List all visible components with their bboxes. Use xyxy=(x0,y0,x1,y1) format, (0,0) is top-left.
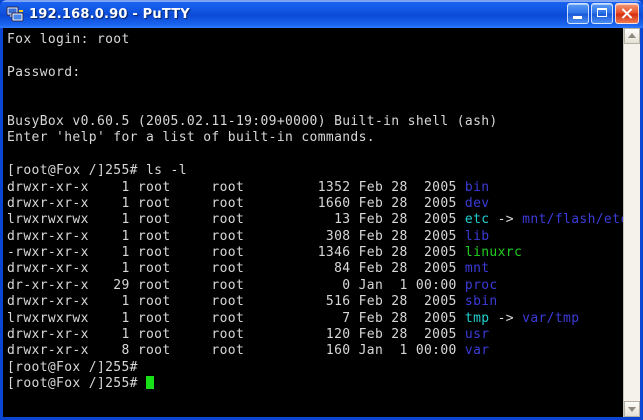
terminal-line-prompt2: [root@Fox /]255# xyxy=(7,376,623,392)
terminal-text: tmp xyxy=(464,310,490,326)
terminal-text: linuxrc xyxy=(464,245,523,261)
scrollbar-track[interactable] xyxy=(624,44,640,401)
terminal-line-row-mnt: drwxr-xr-x 1 root root 84 Feb 28 2005 mn… xyxy=(7,261,623,277)
terminal-text: drwxr-xr-x 1 root root 516 Feb 28 2005 xyxy=(7,294,465,310)
terminal-text: var/tmp xyxy=(522,310,580,326)
window-controls xyxy=(567,3,639,24)
close-button[interactable] xyxy=(615,3,639,24)
terminal-text: drwxr-xr-x 1 root root 1352 Feb 28 2005 xyxy=(7,179,465,195)
terminal-text: usr xyxy=(464,327,490,343)
maximize-button[interactable] xyxy=(591,3,613,24)
terminal-text: proc xyxy=(464,277,498,293)
terminal-line-banner1: BusyBox v0.60.5 (2005.02.11-19:09+0000) … xyxy=(7,114,623,130)
terminal-line-row-var: drwxr-xr-x 8 root root 160 Jan 1 00:00 v… xyxy=(7,343,623,359)
terminal-line-banner2: Enter 'help' for a list of built-in comm… xyxy=(7,130,623,146)
terminal-text: Fox login: root xyxy=(7,32,130,47)
terminal-text: [root@Fox /]255# xyxy=(7,359,138,375)
scroll-up-button[interactable] xyxy=(624,28,640,44)
terminal-text: var xyxy=(464,343,490,359)
terminal-text: lib xyxy=(464,228,490,244)
terminal-text: dr-xr-xr-x 29 root root 0 Jan 1 00:00 xyxy=(7,277,465,293)
terminal-line-blank2 xyxy=(7,81,623,97)
minimize-button[interactable] xyxy=(567,3,589,24)
terminal-text: [root@Fox /]255# xyxy=(7,376,147,392)
terminal-line-row-dev: drwxr-xr-x 1 root root 1660 Feb 28 2005 … xyxy=(7,196,623,212)
terminal-line-blank4 xyxy=(7,147,623,163)
terminal-line-row-usr: drwxr-xr-x 1 root root 120 Feb 28 2005 u… xyxy=(7,327,623,343)
terminal-line-blank1 xyxy=(7,48,623,64)
terminal-line-row-tmp: lrwxrwxrwx 1 root root 7 Feb 28 2005 tmp… xyxy=(7,311,623,327)
terminal-line-login: Fox login: root xyxy=(7,32,623,48)
terminal-line-row-bin: drwxr-xr-x 1 root root 1352 Feb 28 2005 … xyxy=(7,180,623,196)
terminal-line-row-etc: lrwxrwxrwx 1 root root 13 Feb 28 2005 et… xyxy=(7,212,623,228)
minimize-icon xyxy=(573,16,582,19)
window-title: 192.168.0.90 - PuTTY xyxy=(29,6,190,22)
terminal-text: -> xyxy=(489,212,523,228)
terminal-text: bin xyxy=(464,179,490,195)
maximize-icon xyxy=(597,8,607,17)
terminal-text: -> xyxy=(489,310,523,326)
terminal-text: etc xyxy=(464,212,490,228)
terminal-text: BusyBox v0.60.5 (2005.02.11-19:09+0000) … xyxy=(7,113,498,129)
terminal-line-blank3 xyxy=(7,98,623,114)
terminal-cursor xyxy=(146,376,155,390)
terminal-scrollbar[interactable] xyxy=(623,28,640,417)
terminal-text: drwxr-xr-x 1 root root 1660 Feb 28 2005 xyxy=(7,195,465,211)
terminal-line-row-lib: drwxr-xr-x 1 root root 308 Feb 28 2005 l… xyxy=(7,229,623,245)
scroll-down-arrow-icon xyxy=(628,407,636,412)
terminal-line-row-sbin: drwxr-xr-x 1 root root 516 Feb 28 2005 s… xyxy=(7,294,623,310)
scroll-up-arrow-icon xyxy=(628,33,636,38)
terminal-text: [root@Fox /]255# ls -l xyxy=(7,163,187,179)
window-client-area: Fox login: root Password: BusyBox v0.60.5 … xyxy=(3,28,640,417)
terminal-text: mnt xyxy=(464,261,490,277)
terminal-line-row-linuxrc: -rwxr-xr-x 1 root root 1346 Feb 28 2005 … xyxy=(7,245,623,261)
terminal-text: -rwxr-xr-x 1 root root 1346 Feb 28 2005 xyxy=(7,245,465,261)
terminal-text: drwxr-xr-x 1 root root 84 Feb 28 2005 xyxy=(7,261,465,277)
terminal-output[interactable]: Fox login: root Password: BusyBox v0.60.5 … xyxy=(3,28,623,417)
terminal-text: lrwxrwxrwx 1 root root 13 Feb 28 2005 xyxy=(7,212,465,228)
scroll-down-button[interactable] xyxy=(624,401,640,417)
terminal-line-row-proc: dr-xr-xr-x 29 root root 0 Jan 1 00:00 pr… xyxy=(7,278,623,294)
terminal-text: drwxr-xr-x 1 root root 308 Feb 28 2005 xyxy=(7,228,465,244)
terminal-text: mnt/flash/etc xyxy=(522,212,623,228)
terminal-text: sbin xyxy=(464,294,498,310)
terminal-text: drwxr-xr-x 1 root root 120 Feb 28 2005 xyxy=(7,327,465,343)
terminal-text: drwxr-xr-x 8 root root 160 Jan 1 00:00 xyxy=(7,343,465,359)
window-titlebar[interactable]: 192.168.0.90 - PuTTY xyxy=(0,0,643,28)
terminal-line-password: Password: xyxy=(7,65,623,81)
terminal-text: lrwxrwxrwx 1 root root 7 Feb 28 2005 xyxy=(7,310,465,326)
terminal-line-command: [root@Fox /]255# ls -l xyxy=(7,163,623,179)
terminal-line-prompt1: [root@Fox /]255# xyxy=(7,360,623,376)
terminal-text: Password: xyxy=(7,64,81,80)
terminal-text: dev xyxy=(464,195,490,211)
terminal-text: Enter 'help' for a list of built-in comm… xyxy=(7,130,375,146)
putty-computer-icon xyxy=(6,5,24,23)
